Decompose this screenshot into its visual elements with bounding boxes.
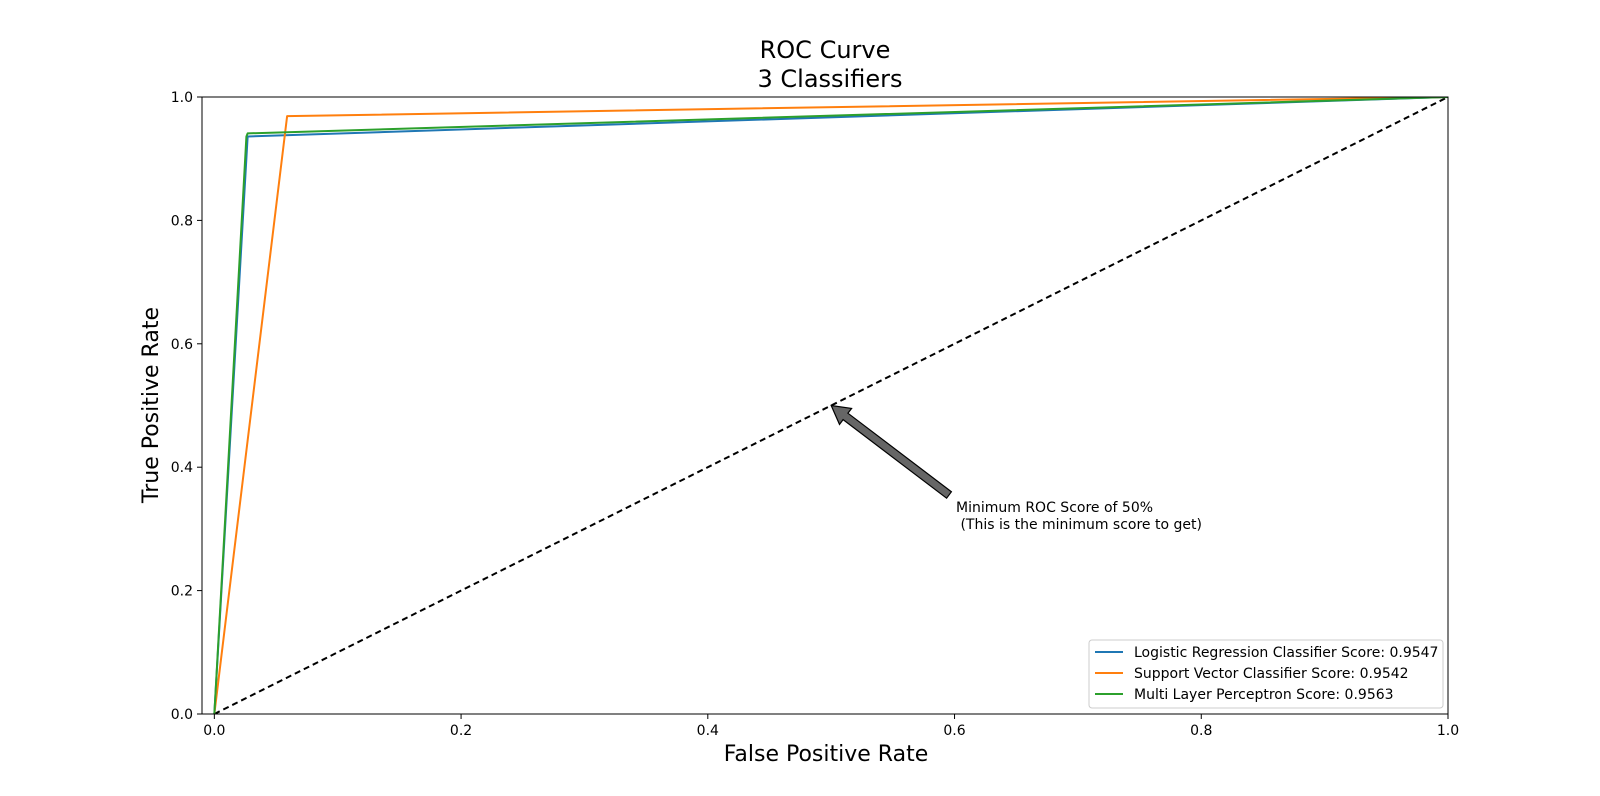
x-tick-label: 0.0 [203, 723, 225, 739]
chart-title: ROC Curve [760, 36, 891, 64]
legend-box [1088, 639, 1444, 709]
series-line-3 [213, 97, 1448, 714]
x-tick-label: 0.4 [697, 723, 719, 739]
y-tick-label: 0.2 [171, 584, 193, 600]
chart-subtitle: 3 Classifiers [758, 65, 903, 93]
axis-ticks: 0.0 0.2 0.4 0.6 0.8 1.0 0.0 0.2 0.4 0.6 0.8 1.0 [171, 90, 1459, 739]
plot-area [201, 96, 1449, 715]
legend-label-1: Logistic Regression Classifier Score: 0.… [1134, 645, 1438, 661]
y-axis-label: True Positive Rate [139, 307, 164, 504]
x-axis-label: False Positive Rate [724, 742, 928, 767]
annotation-arrow [830, 404, 953, 500]
legend-label-2: Support Vector Classifier Score: 0.9542 [1134, 666, 1409, 682]
legend-label-3: Multi Layer Perceptron Score: 0.9563 [1134, 687, 1394, 703]
x-tick-label: 1.0 [1437, 723, 1459, 739]
plot-frame [201, 96, 1449, 715]
legend: Logistic Regression Classifier Score: 0.… [1088, 639, 1444, 709]
annotation: Minimum ROC Score of 50% (This is the mi… [830, 404, 1202, 533]
y-tick-label: 0.4 [171, 460, 193, 476]
y-tick-label: 0.8 [171, 213, 193, 229]
y-tick-label: 0.0 [171, 707, 193, 723]
x-tick-label: 0.8 [1190, 723, 1212, 739]
x-tick-label: 0.2 [450, 723, 472, 739]
y-tick-label: 1.0 [171, 90, 193, 106]
series-line-2 [213, 97, 1448, 714]
annotation-text-line1: Minimum ROC Score of 50% [956, 500, 1153, 516]
annotation-text-line2: (This is the minimum score to get) [956, 517, 1202, 533]
y-tick-label: 0.6 [171, 337, 193, 353]
x-tick-label: 0.6 [943, 723, 965, 739]
